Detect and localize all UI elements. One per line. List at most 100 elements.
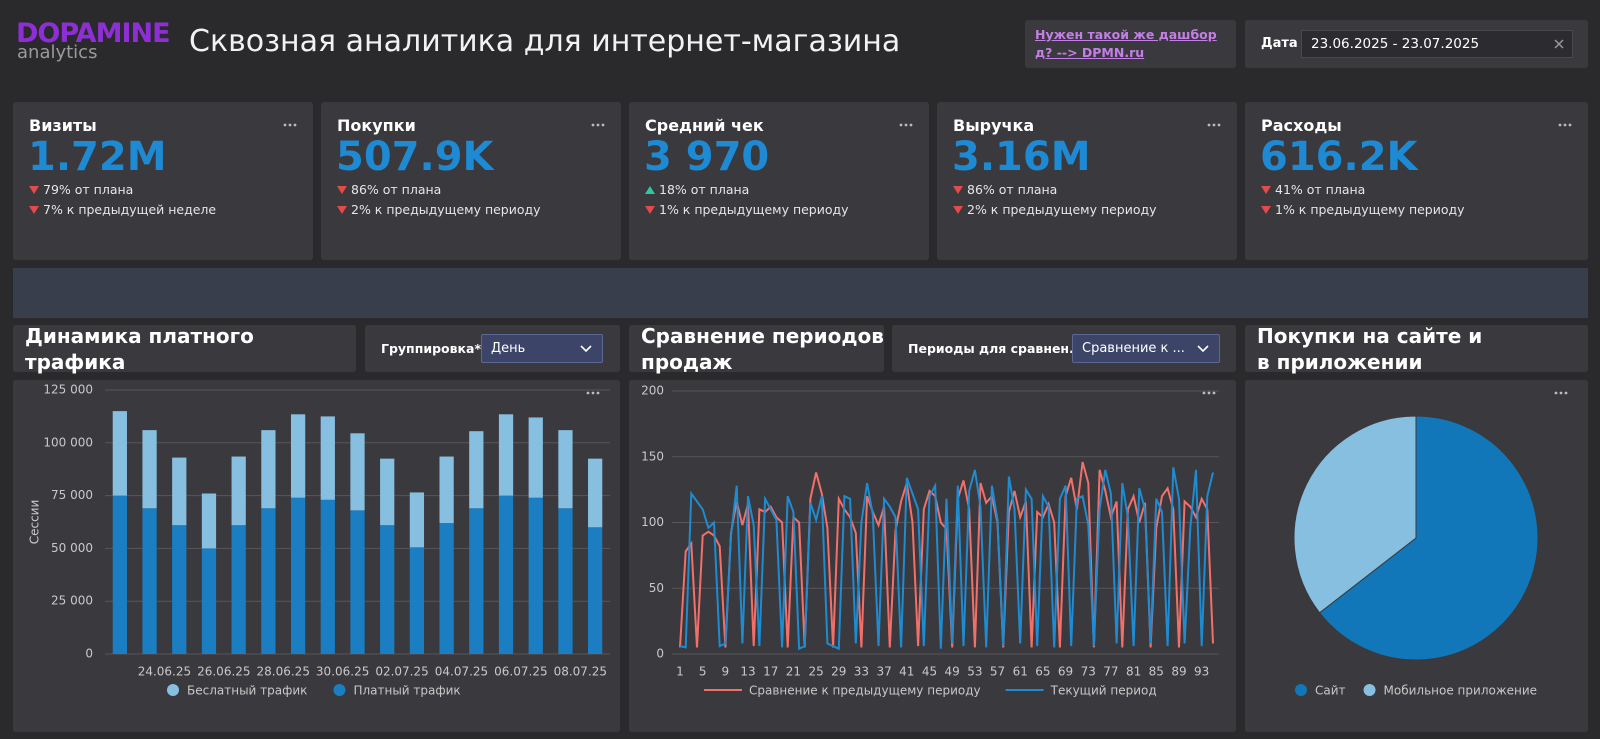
bar-segment xyxy=(528,417,543,498)
trend-icon xyxy=(953,185,963,194)
legend-marker xyxy=(333,684,346,696)
bar-segment xyxy=(380,458,395,526)
series-line xyxy=(679,467,1214,651)
bar-segment xyxy=(172,457,187,526)
kpi-note: 1% к предыдущему периоду xyxy=(1261,202,1465,217)
y-axis-label: Сессии xyxy=(28,500,42,545)
kpi-note-text: 2% к предыдущему периоду xyxy=(351,202,541,217)
legend-label: Беслатный трафик xyxy=(187,684,307,698)
y-tick-label: 150 xyxy=(641,449,664,463)
pie-chart: Сайт Мобильное приложение xyxy=(1293,391,1568,698)
x-tick-label: 41 xyxy=(899,665,914,679)
x-tick-label: 26.06.25 xyxy=(197,665,250,679)
x-tick-label: 1 xyxy=(676,665,684,679)
bar-segment xyxy=(558,430,573,509)
bar-segment xyxy=(439,523,454,654)
trend-icon xyxy=(1261,185,1271,194)
date-value: 23.06.2025 - 23.07.2025 xyxy=(1311,36,1480,52)
page-title: Сквозная аналитика для интернет-магазина xyxy=(189,24,901,59)
bar-segment xyxy=(261,430,276,509)
x-tick-label: 08.07.25 xyxy=(554,665,607,679)
kpi-card: Выручка 3.16M 86% от плана 2% к предыдущему… xyxy=(937,102,1237,260)
x-tick-label: 77 xyxy=(1103,665,1118,679)
bar-segment xyxy=(320,499,335,654)
x-tick-label: 85 xyxy=(1149,665,1164,679)
menu-dots[interactable] xyxy=(591,112,605,131)
clear-icon[interactable] xyxy=(1554,39,1564,49)
legend-label: Платный трафик xyxy=(353,684,460,698)
trend-icon xyxy=(29,205,39,214)
series-line xyxy=(679,461,1214,648)
kpi-note: 2% к предыдущему периоду xyxy=(337,202,541,217)
menu-dot xyxy=(586,391,590,395)
x-tick-label: 30.06.25 xyxy=(316,665,369,679)
chart-title: Динамика платного трафика xyxy=(25,323,254,374)
menu-dot xyxy=(1564,391,1568,395)
promo-link[interactable]: Нужен такой же дашборд? --> DPMN.ru xyxy=(1035,27,1217,60)
kpi-label: Средний чек xyxy=(645,116,764,135)
y-tick-label: 75 000 xyxy=(51,488,93,502)
kpi-note: 7% к предыдущей неделе xyxy=(29,202,216,217)
kpi-note: 18% от плана xyxy=(645,182,749,197)
bar-segment xyxy=(142,430,157,509)
trend-icon xyxy=(645,205,655,214)
bar-segment xyxy=(172,525,187,654)
kpi-card: Визиты 1.72M 79% от плана 7% к предыдущей н… xyxy=(13,102,313,260)
trend-icon xyxy=(29,185,39,194)
periods-select[interactable]: Сравнение к ... xyxy=(1072,334,1220,363)
kpi-note-text: 41% от плана xyxy=(1275,182,1366,197)
date-filter: Дата 23.06.2025 - 23.07.2025 xyxy=(1245,20,1588,68)
chevron xyxy=(580,345,592,353)
menu-dots[interactable] xyxy=(1558,112,1572,131)
bar-segment xyxy=(469,431,484,509)
kpi-note: 2% к предыдущему периоду xyxy=(953,202,1157,217)
chart-title-box: Динамика платного трафика xyxy=(13,323,356,374)
menu-dot xyxy=(1559,391,1563,395)
x-tick-label: 81 xyxy=(1126,665,1141,679)
bar-segment xyxy=(201,493,217,549)
menu-dot xyxy=(1554,391,1558,395)
legend-label: Сайт xyxy=(1315,684,1346,698)
x-tick-label: 73 xyxy=(1081,665,1096,679)
periods-value: Сравнение к ... xyxy=(1082,341,1185,356)
legend-marker xyxy=(1295,684,1307,696)
chevron xyxy=(1197,345,1209,353)
bar-segment xyxy=(112,495,127,654)
x-tick-label: 02.07.25 xyxy=(375,665,428,679)
kpi-note-text: 2% к предыдущему периоду xyxy=(967,202,1157,217)
bar-segment xyxy=(498,495,514,654)
chart-title-box: Покупки на сайте и в приложении xyxy=(1245,324,1588,374)
menu-dots[interactable] xyxy=(899,112,913,131)
trend-icon xyxy=(645,185,655,194)
bar-segment xyxy=(588,458,603,528)
bar-segment xyxy=(380,525,395,654)
x-tick-label: 45 xyxy=(922,665,937,679)
kpi-card: Средний чек 3 970 18% от плана 1% к предыду… xyxy=(629,102,929,260)
y-tick-label: 100 000 xyxy=(43,435,93,449)
chart-panel: Сайт Мобильное приложение xyxy=(1245,380,1588,732)
bar-segment xyxy=(142,508,157,654)
menu-dot xyxy=(591,391,595,395)
bar-segment xyxy=(350,510,365,654)
trend-icon xyxy=(1261,205,1271,214)
kpi-label: Покупки xyxy=(337,116,416,135)
logo-sub: analytics xyxy=(17,42,98,63)
kpi-label: Расходы xyxy=(1261,116,1342,135)
menu-dots[interactable] xyxy=(1207,112,1221,131)
legend-label: Мобильное приложение xyxy=(1384,684,1538,698)
kpi-note-text: 18% от плана xyxy=(659,182,750,197)
kpi-card: Покупки 507.9K 86% от плана 2% к предыдущем… xyxy=(321,102,621,260)
menu-dot xyxy=(596,391,600,395)
chart-title: Сравнение периодов продаж xyxy=(641,323,884,374)
logo: DOPAMINE xyxy=(16,18,171,49)
bar-segment xyxy=(290,414,306,498)
grouping-value: День xyxy=(491,341,526,356)
kpi-note: 79% от плана xyxy=(29,182,133,197)
x-tick-label: 65 xyxy=(1035,665,1050,679)
date-input[interactable]: 23.06.2025 - 23.07.2025 xyxy=(1301,30,1573,58)
grouping-select[interactable]: День xyxy=(481,334,603,363)
menu-dots[interactable] xyxy=(283,112,297,131)
kpi-value: 507.9K xyxy=(336,134,494,180)
kpi-label: Выручка xyxy=(953,116,1035,135)
chart-title-box: Сравнение периодов продаж xyxy=(629,324,884,374)
